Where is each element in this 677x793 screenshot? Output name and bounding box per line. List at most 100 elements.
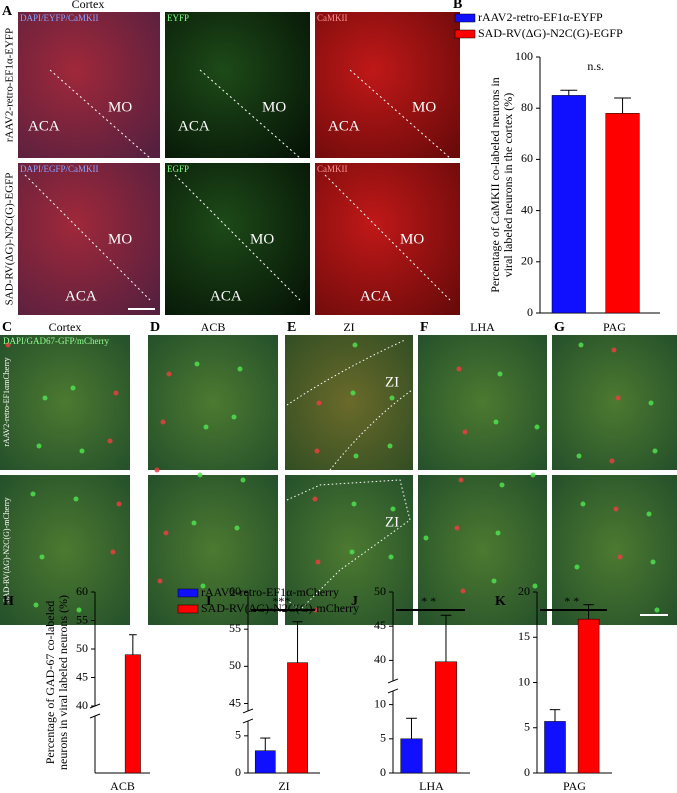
x-tick-label: PAG xyxy=(563,779,586,793)
annotation: * * xyxy=(421,594,436,608)
row-label: rAAV2-retro-EF1αmCherry xyxy=(2,357,11,446)
cell xyxy=(107,438,113,444)
region-label: ACA xyxy=(65,288,97,304)
cell xyxy=(36,443,42,449)
cell xyxy=(456,366,462,372)
column-title: Cortex xyxy=(72,0,105,11)
cell xyxy=(30,491,36,497)
cell xyxy=(454,525,460,531)
region-label: MO xyxy=(262,99,286,115)
cell xyxy=(387,443,393,449)
region-label: MO xyxy=(400,231,424,247)
y-tick-label: 10 xyxy=(374,696,386,710)
panel-letter: J xyxy=(351,594,358,609)
image xyxy=(552,475,677,625)
bar xyxy=(434,661,458,774)
annotation: *** xyxy=(272,594,290,608)
y-tick-label: 20 xyxy=(518,584,530,598)
cell xyxy=(42,395,48,401)
channel-label: CaMKII xyxy=(317,164,348,174)
y-axis-label: viral labeled neurons in the cortex (%) xyxy=(501,93,515,278)
cell xyxy=(460,588,466,594)
boundaries xyxy=(24,69,451,301)
region-label: MO xyxy=(108,231,132,247)
bar xyxy=(551,95,586,314)
region-labels: MO MO MO ACA ACA ACA MO MO MO ACA ACA AC… xyxy=(28,99,436,304)
cell xyxy=(613,506,619,512)
x-tick-label: ZI xyxy=(278,779,289,793)
y-tick-label: 0 xyxy=(235,765,241,779)
y-tick-label: 50 xyxy=(76,641,88,655)
y-tick-label: 40 xyxy=(521,202,533,216)
image xyxy=(315,12,460,158)
legend-label: rAAV2-retro-EF1α-EYFP xyxy=(478,10,603,24)
cell xyxy=(316,400,322,406)
panel-letter: K xyxy=(495,594,506,609)
panel-letter: B xyxy=(453,0,462,12)
y-axis-label: neurons in viral labeled neurons (%) xyxy=(56,595,70,770)
legend-label: SAD-RV(ΔG)-N2C(G)-mCherry xyxy=(201,601,359,615)
cell xyxy=(350,390,356,396)
cell xyxy=(654,607,660,613)
x-tick-label: LHA xyxy=(419,779,444,793)
legend-swatch xyxy=(454,29,476,39)
cell xyxy=(389,395,395,401)
region-label: MO xyxy=(108,99,132,115)
image xyxy=(165,12,310,158)
y-tick-label: 100 xyxy=(515,49,533,63)
y-tick-label: 0 xyxy=(524,765,530,779)
image xyxy=(148,475,278,625)
cell xyxy=(116,501,122,507)
region-label: ZI xyxy=(385,374,399,390)
region-label: ACA xyxy=(210,288,242,304)
annotation: * * xyxy=(564,594,579,608)
cell xyxy=(423,535,429,541)
channel-label: EGFP xyxy=(167,164,189,174)
cell xyxy=(495,530,501,536)
legend-label: rAAV2-retro-EF1α-mCherry xyxy=(201,585,339,599)
legend-label: SAD-RV(ΔG)-N2C(G)-EGFP xyxy=(478,26,623,40)
cell xyxy=(576,453,582,459)
cell xyxy=(73,496,79,502)
row-label: SAD-RV(ΔG)-N2C(G)-mCherry xyxy=(2,497,11,602)
bar xyxy=(124,654,141,774)
y-tick-label: 0 xyxy=(380,765,386,779)
panel-letter: A xyxy=(2,4,13,19)
cell xyxy=(352,342,358,348)
panels-c-g: C Cortex D ACB E ZI F LHA G PAG DAPI/GAD67-GFP/mCh… xyxy=(0,320,677,625)
y-tick-label: 60 xyxy=(521,151,533,165)
cell xyxy=(312,496,318,502)
cell xyxy=(113,390,119,396)
bar xyxy=(400,738,423,774)
cell xyxy=(493,419,499,425)
cell xyxy=(194,361,200,367)
image xyxy=(18,12,160,158)
panel-letter: H xyxy=(3,594,14,609)
cell xyxy=(615,395,621,401)
region-label: ZI xyxy=(385,514,399,530)
legend-swatch xyxy=(454,13,476,23)
y-tick-label: 50 xyxy=(374,584,386,598)
image xyxy=(315,163,460,315)
cell xyxy=(200,583,206,589)
cell xyxy=(574,564,580,570)
cell xyxy=(648,400,654,406)
cell xyxy=(315,559,321,565)
y-tick-label: 40 xyxy=(76,698,88,712)
panel-title: LHA xyxy=(470,320,495,334)
y-tick-label: 5 xyxy=(380,731,386,745)
cell xyxy=(237,366,243,372)
y-tick-label: 5 xyxy=(524,720,530,734)
axis-break xyxy=(387,678,399,684)
axis-break xyxy=(387,688,399,694)
panel-title: Cortex xyxy=(49,320,82,334)
cell xyxy=(353,453,359,459)
cell xyxy=(234,525,240,531)
cell xyxy=(163,530,169,536)
bar xyxy=(254,750,276,774)
image xyxy=(285,335,413,470)
cell xyxy=(160,419,166,425)
region-label: ACA xyxy=(360,288,392,304)
cell xyxy=(191,520,197,526)
